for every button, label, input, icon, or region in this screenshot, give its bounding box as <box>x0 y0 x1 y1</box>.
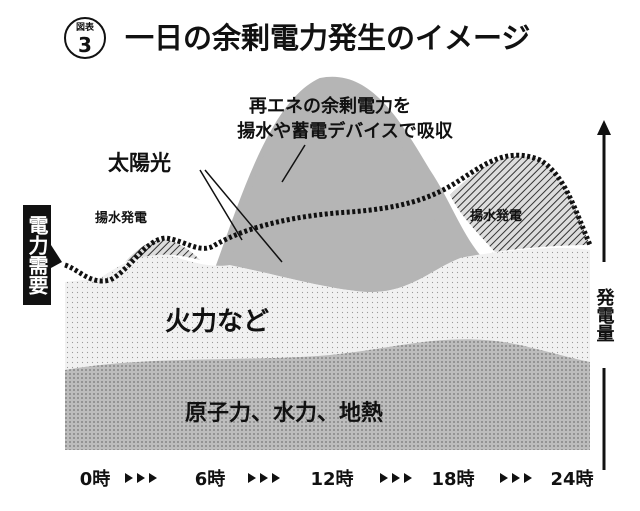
base-area <box>65 339 590 450</box>
supply-label: 発電量 <box>594 287 616 342</box>
pumped-right-area <box>450 156 590 252</box>
solar-peak <box>230 78 460 292</box>
title: 一日の余剰電力発生のイメージ <box>125 21 530 55</box>
pointer <box>204 169 283 263</box>
x-label: 6時 <box>195 469 226 490</box>
demand-box <box>23 205 51 305</box>
demand-line <box>64 152 593 284</box>
x-label: 0時 <box>80 469 111 490</box>
demand-label: 電力需要 <box>25 215 49 295</box>
note: 再エネの余剰電力を <box>249 95 411 117</box>
note: 揚水や蓄電デバイスで吸収 <box>237 120 453 142</box>
pointer <box>199 169 243 241</box>
arrows <box>125 473 532 483</box>
x-axis: 0時 6時 12時 18時 24時 <box>80 469 594 490</box>
label: 揚水発電 <box>95 210 147 226</box>
pumped-left-area <box>125 239 200 262</box>
pointer <box>281 144 306 183</box>
demand-pointer <box>51 245 62 268</box>
arrow-head <box>597 120 611 135</box>
label: 火力など <box>165 307 269 337</box>
x-label: 18時 <box>431 469 474 490</box>
badge <box>64 17 106 59</box>
label: 原子力、水力、地熱 <box>185 400 383 426</box>
label: 揚水発電 <box>470 208 522 224</box>
x-label: 12時 <box>310 469 353 490</box>
x-label: 24時 <box>550 469 593 490</box>
badge-number: 3 <box>78 33 92 57</box>
badge-label: 図表 <box>76 21 95 33</box>
label: 太陽光 <box>108 151 171 175</box>
